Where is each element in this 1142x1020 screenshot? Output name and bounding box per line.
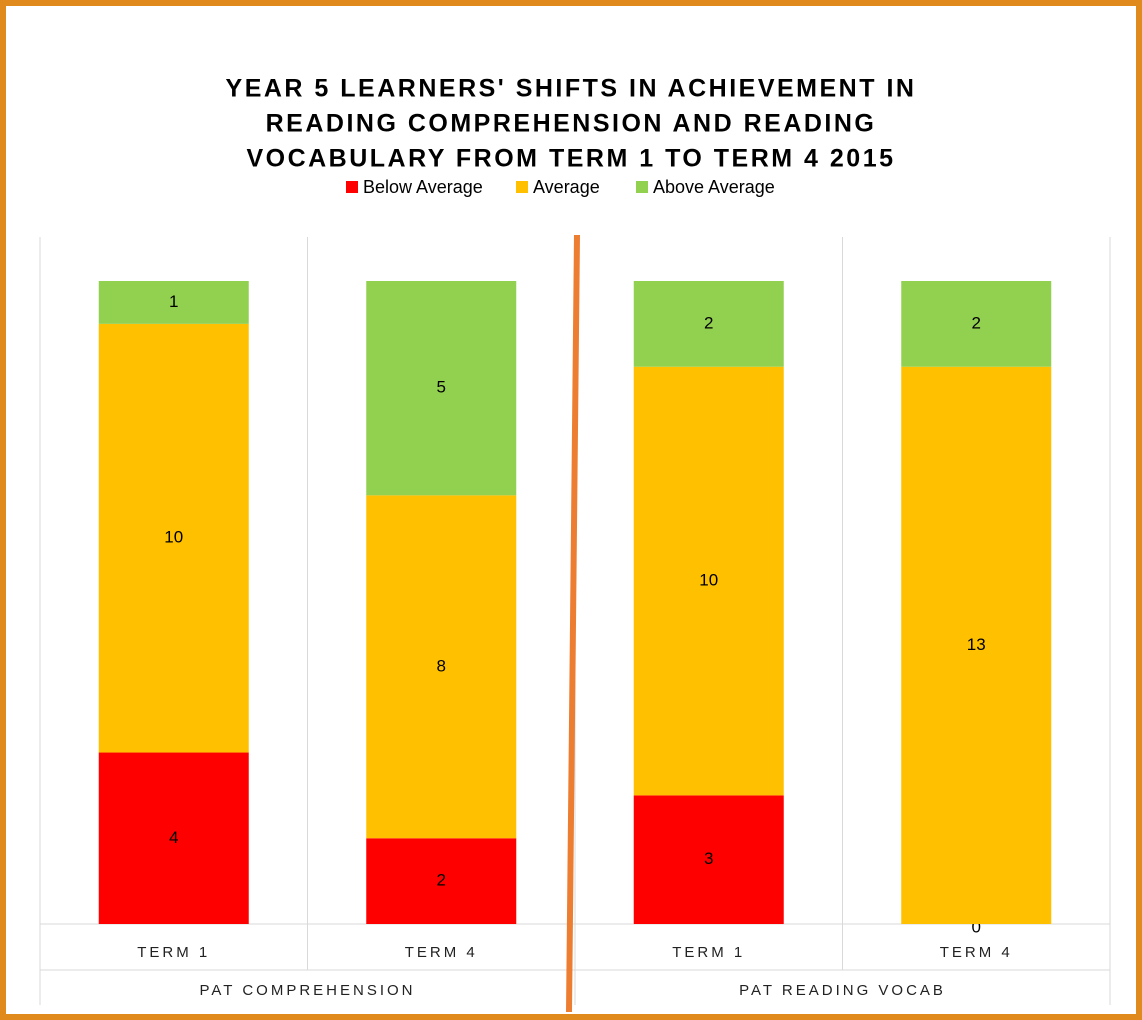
group-label: PAT COMPREHENSION: [199, 982, 415, 999]
bar-segment: [98, 323, 249, 753]
bar-segment: [633, 366, 784, 796]
chart-title: READING COMPREHENSION AND READING: [266, 110, 877, 138]
group-label: PAT READING VOCAB: [739, 982, 946, 999]
data-label: 10: [699, 571, 718, 590]
legend-label: Average: [533, 177, 600, 197]
data-label: 4: [169, 828, 178, 847]
x-tick-label: TERM 4: [940, 944, 1013, 961]
data-label: 1: [169, 292, 178, 311]
chart-title: VOCABULARY FROM TERM 1 TO TERM 4 2015: [246, 145, 895, 173]
bar-segment: [901, 281, 1052, 367]
legend-label: Above Average: [653, 177, 775, 197]
bar-segment: [366, 281, 517, 496]
data-label: 2: [704, 313, 713, 332]
legend-swatch: [516, 181, 528, 193]
data-label: 2: [437, 871, 446, 890]
data-label: 0: [972, 917, 981, 936]
chart-title: YEAR 5 LEARNERS' SHIFTS IN ACHIEVEMENT I…: [226, 75, 917, 103]
data-label: 13: [967, 635, 986, 654]
data-label: 5: [437, 378, 446, 397]
divider: [566, 234, 580, 1013]
data-label: 2: [972, 313, 981, 332]
bar-segment: [98, 281, 249, 324]
legend-label: Below Average: [363, 177, 483, 197]
bar-segment: [901, 366, 1052, 924]
legend-swatch: [636, 181, 648, 193]
x-tick-label: TERM 4: [405, 944, 478, 961]
bar-segment: [633, 281, 784, 367]
x-tick-label: TERM 1: [137, 944, 210, 961]
x-tick-label: TERM 1: [672, 944, 745, 961]
bar-segment: [366, 495, 517, 839]
bar-segment: [98, 752, 249, 924]
data-label: 3: [704, 849, 713, 868]
bar-segment: [633, 795, 784, 924]
data-label: 10: [164, 528, 183, 547]
legend-swatch: [346, 181, 358, 193]
data-label: 8: [437, 656, 446, 675]
bar-segment: [366, 838, 517, 924]
